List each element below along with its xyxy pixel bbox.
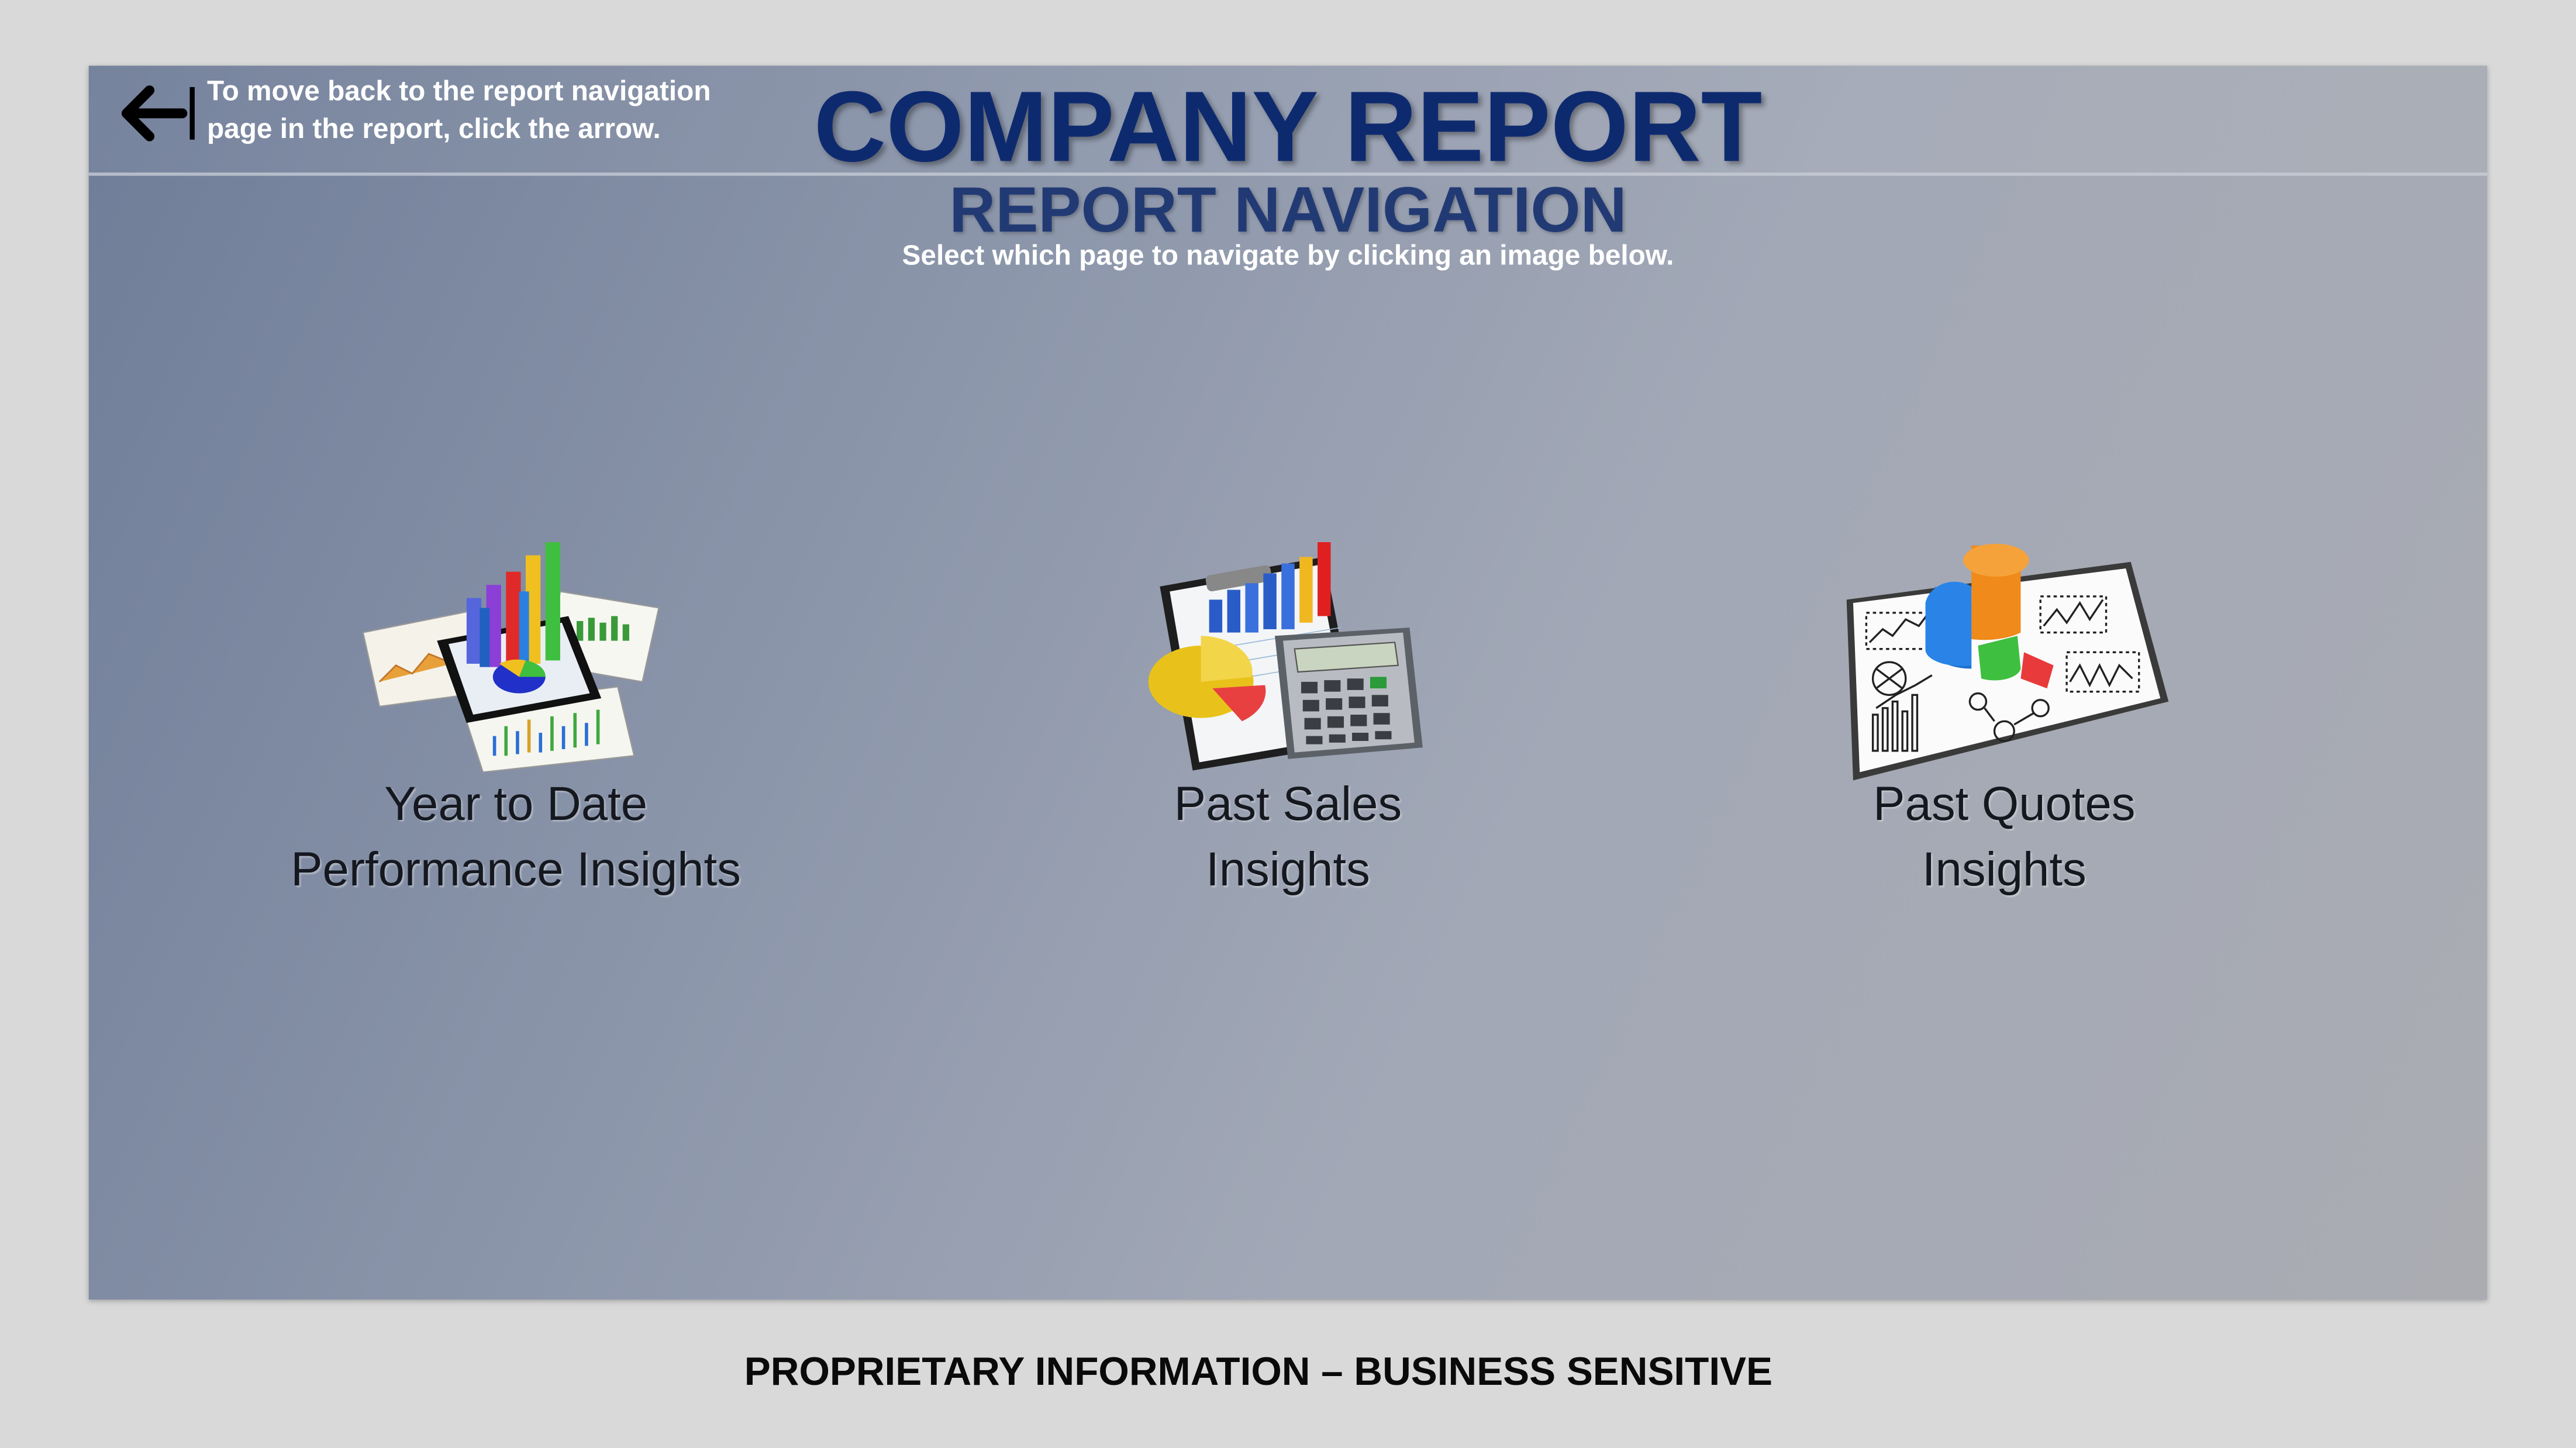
back-arrow-icon[interactable] bbox=[113, 81, 199, 146]
card-past-sales[interactable]: Past Sales Insights bbox=[1025, 542, 1551, 936]
report-slide: To move back to the report navigation pa… bbox=[88, 65, 2488, 1300]
page-title: COMPANY REPORT bbox=[813, 70, 1763, 182]
card-label: Past Quotes Insights bbox=[1742, 772, 2267, 904]
footer-notice: PROPRIETARY INFORMATION – BUSINESS SENSI… bbox=[744, 1350, 1773, 1395]
calculator-chart-icon bbox=[1148, 542, 1423, 771]
card-label-line1: Year to Date bbox=[384, 778, 648, 832]
card-label-line2: Insights bbox=[1206, 844, 1370, 897]
card-label: Past Sales Insights bbox=[1025, 772, 1551, 904]
card-past-quotes[interactable]: Past Quotes Insights bbox=[1742, 542, 2267, 936]
tablet-bar-chart-icon bbox=[362, 542, 660, 773]
card-label-line1: Past Quotes bbox=[1873, 778, 2136, 832]
card-year-to-date[interactable]: Year to Date Performance Insights bbox=[253, 542, 779, 936]
card-label: Year to Date Performance Insights bbox=[253, 772, 779, 904]
3d-pie-chart-icon bbox=[1846, 543, 2169, 781]
header-bar bbox=[88, 65, 2488, 176]
card-label-line2: Performance Insights bbox=[291, 844, 741, 897]
card-label-line1: Past Sales bbox=[1174, 778, 1402, 832]
page-subtitle: REPORT NAVIGATION bbox=[949, 175, 1627, 247]
card-label-line2: Insights bbox=[1922, 844, 2087, 897]
back-hint-text: To move back to the report navigation pa… bbox=[206, 75, 711, 145]
navigation-instruction: Select which page to navigate by clickin… bbox=[902, 240, 1674, 271]
